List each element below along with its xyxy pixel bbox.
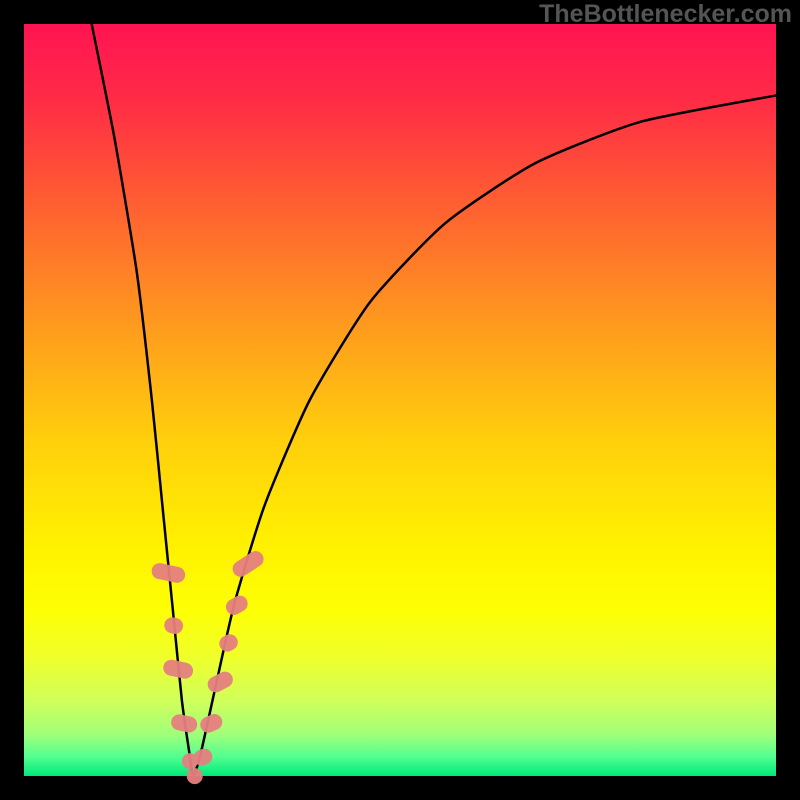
- watermark-text: TheBottlenecker.com: [539, 0, 792, 29]
- chart-svg: [0, 0, 800, 800]
- chart-container: TheBottlenecker.com: [0, 0, 800, 800]
- plot-background-gradient: [24, 24, 776, 776]
- data-marker: [187, 768, 203, 784]
